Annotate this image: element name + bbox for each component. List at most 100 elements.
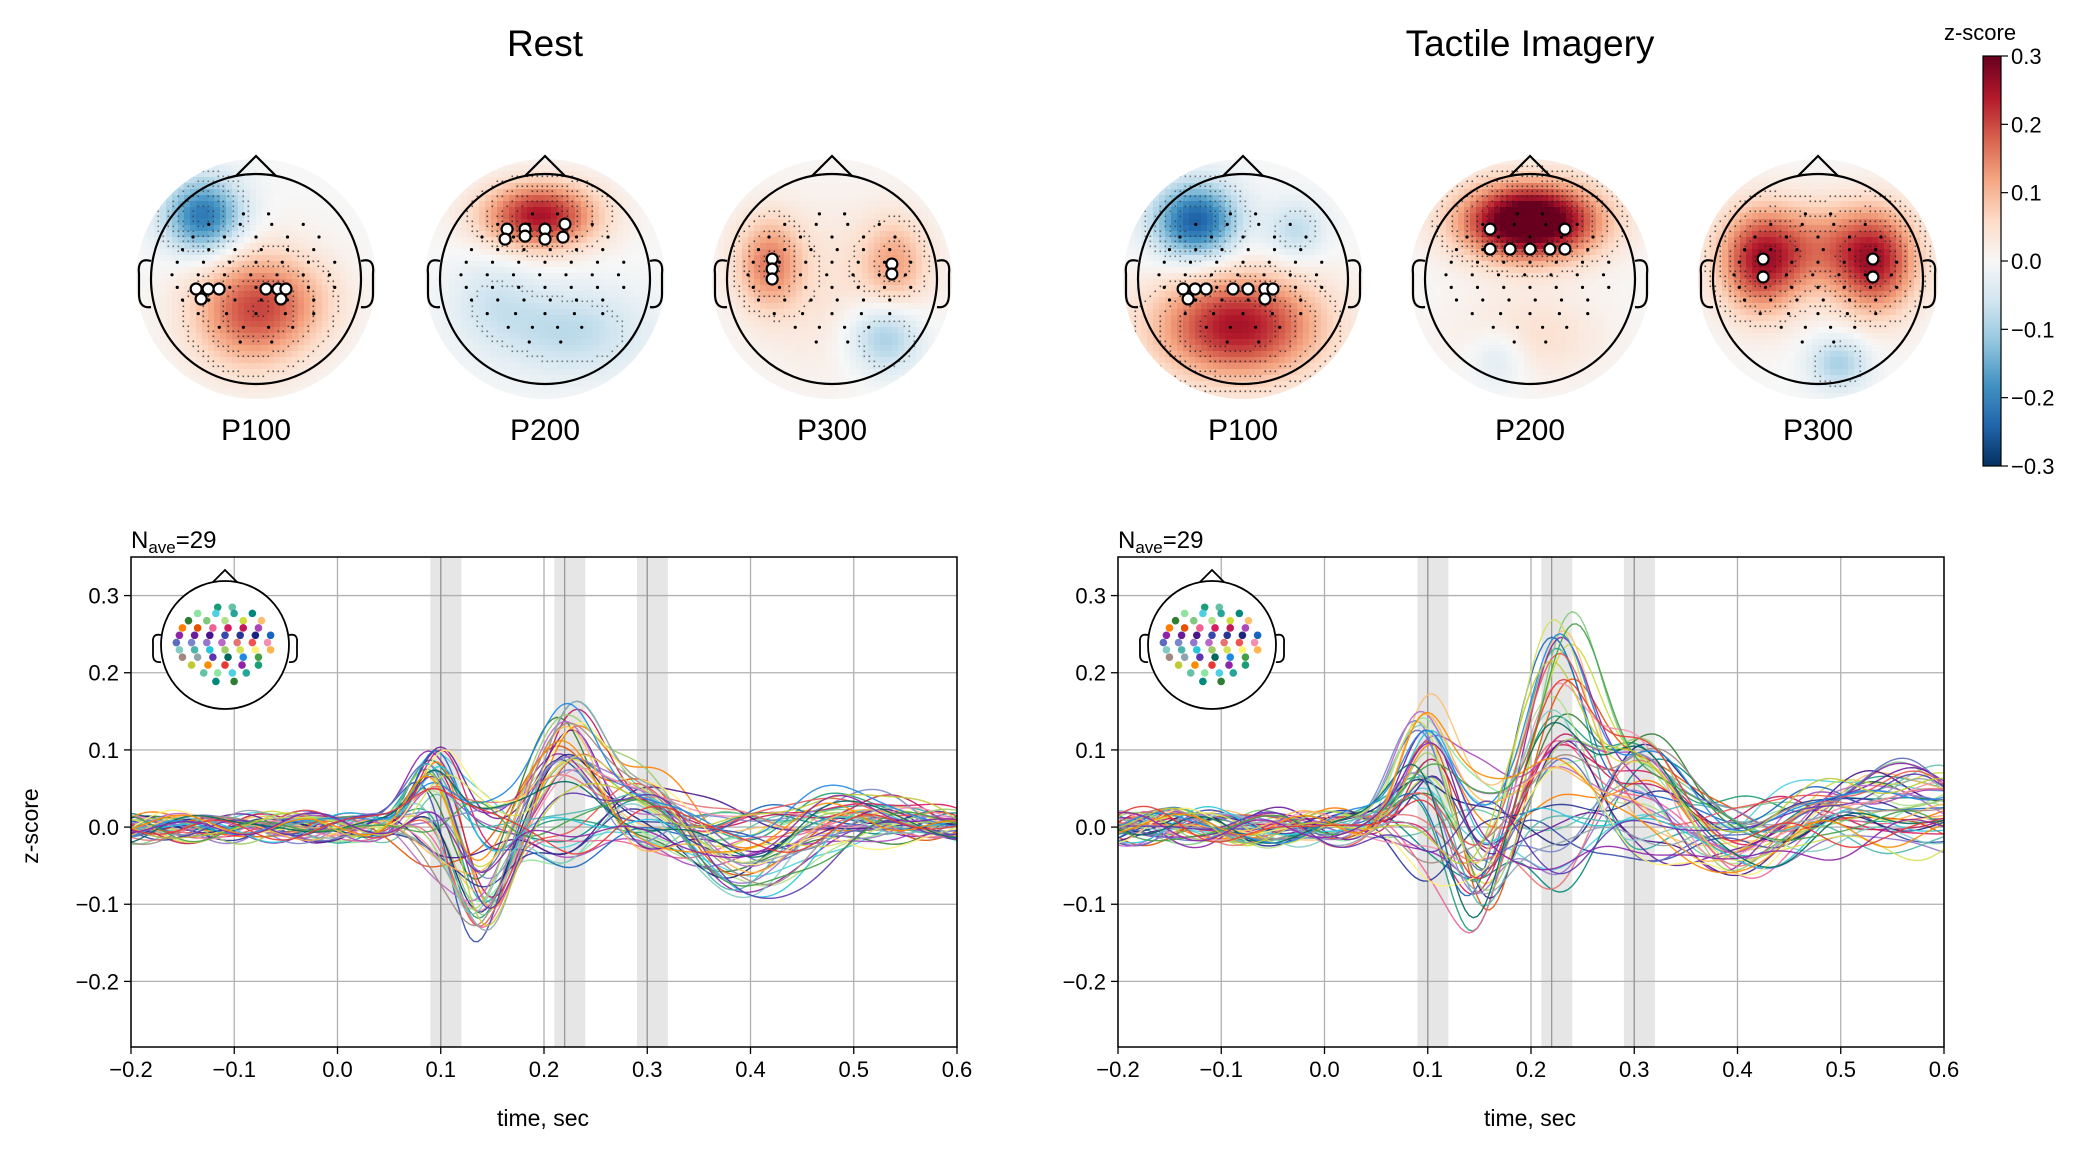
sensor-dot [206,646,214,654]
electrode [809,248,813,252]
electrode [1512,340,1516,344]
electrode [798,235,803,239]
electrode [275,273,279,277]
electrode [1299,312,1303,316]
sensor-dot [1241,661,1250,669]
electrode [1267,260,1271,264]
channel-traces [131,700,957,943]
electrode [814,222,818,226]
nose [1797,154,1839,177]
sensor-dot [248,609,257,618]
sensor-dot [1211,624,1219,632]
sensor-dot [1189,638,1198,647]
electrode [285,235,290,239]
electrode [809,298,813,302]
electrode [1320,285,1324,289]
colorbar-tick-label: 0.2 [2011,112,2042,137]
electrode [846,340,850,344]
sensor-dot [238,661,246,669]
right-ear [936,259,951,309]
electrode [175,260,179,264]
sensor-dot [233,638,241,647]
significant-electrode [498,232,512,246]
electrode [1816,285,1820,289]
electrode [825,273,829,277]
sensor-dot [239,616,248,625]
sensor-dot [1238,631,1247,640]
sensor-dot [187,661,196,669]
sensor-dot [193,653,202,661]
electrode [1465,235,1469,239]
x-tick-label: 0.3 [632,1057,663,1082]
electrode [327,273,332,277]
electrode [1470,273,1474,277]
electrode [798,273,803,277]
topomap-label-tactile-p300: P300 [1783,414,1853,447]
sensor-dot [172,638,181,647]
y-axis-label: z-score [17,788,43,863]
electrode [464,285,468,289]
electrode [249,273,253,277]
sensor-dot [230,677,238,686]
channel-trace [1118,747,1944,864]
electrode [793,325,797,329]
topomap-label-tactile-p100: P100 [1208,414,1278,447]
electrode [843,212,847,216]
electrode [622,260,626,264]
electrode [1575,273,1579,277]
electrode [1512,222,1516,226]
x-tick-label: 0.0 [322,1057,353,1082]
electrode [1194,248,1198,252]
significant-electrode [1241,282,1255,296]
sensor-dot [239,653,248,661]
electrode [238,222,242,226]
electrode [496,222,500,226]
electrode [1874,298,1878,302]
significant-electrode [1543,242,1557,256]
sensor-dot [248,638,257,647]
sensor-dot [193,624,202,632]
electrode [1178,235,1182,239]
colorbar-tick-label: 0.3 [2011,44,2042,69]
channel-trace [1118,660,1944,865]
channel-trace [131,794,957,874]
electrode [1272,248,1277,252]
x-axis-label-tactile: time, sec [1484,1105,1576,1131]
y-tick-label: 0.2 [1075,661,1106,686]
electrode [814,340,818,344]
x-tick-label: 0.2 [1516,1057,1547,1082]
electrode [312,312,316,316]
electrode [1515,325,1519,329]
topomap-label-rest-p200: P200 [510,414,580,447]
sensor-dot [202,638,211,647]
electrode [1204,325,1208,329]
electrode [270,222,274,226]
electrode [843,325,847,329]
electrode [1845,312,1849,316]
sensor-dot [228,603,237,612]
topomap-label-rest-p100: P100 [221,414,291,447]
sensor-dot [1226,616,1235,625]
electrode [1795,298,1799,302]
electrode [1591,235,1595,239]
sensor-dot [1199,609,1207,618]
electrode [1304,235,1308,239]
electrode [283,312,287,316]
electrode [291,325,295,329]
electrode [490,260,495,264]
sensor-dot [1196,624,1204,632]
electrode [317,235,321,239]
sensor-dot [221,631,229,640]
significant-electrode [194,292,208,306]
significant-electrode [201,282,215,296]
electrode [1811,273,1815,277]
electrode [1863,273,1867,277]
electrode [1454,298,1459,302]
x-tick-label: 0.6 [942,1057,973,1082]
significant-electrode [1181,292,1195,306]
electrode [1847,235,1852,239]
sensor-dot [221,646,229,654]
electrode [1254,325,1258,329]
electrode [196,312,200,316]
electrode [1580,285,1585,289]
